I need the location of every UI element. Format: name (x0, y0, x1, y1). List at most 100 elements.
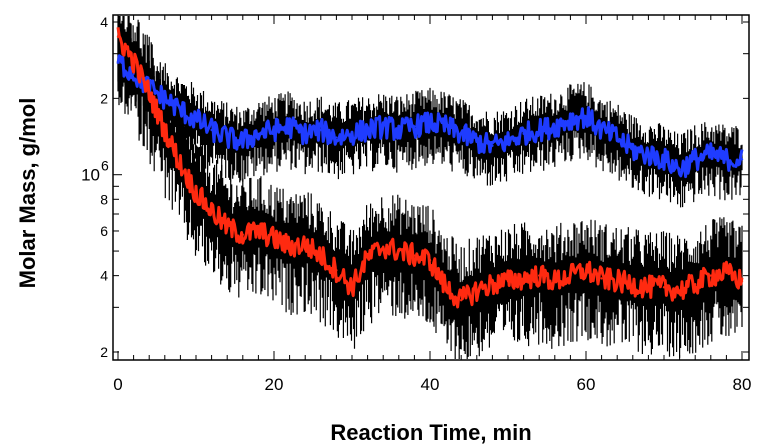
data-point (413, 125, 416, 128)
data-point (148, 91, 151, 95)
data-point (506, 280, 510, 283)
x-tick-label: 40 (421, 375, 440, 394)
data-point (538, 128, 541, 132)
data-point (272, 128, 276, 132)
x-tick-label: 80 (733, 375, 752, 394)
data-point (366, 128, 369, 132)
data-point (460, 299, 463, 302)
data-point (647, 153, 650, 156)
noise-layer (117, 16, 743, 359)
y-tick-label: 8 (100, 191, 108, 207)
series-line (116, 27, 744, 309)
y-tick-label-exponent: 6 (101, 158, 109, 174)
data-point (397, 249, 400, 253)
data-point (257, 132, 260, 135)
x-tick-label: 20 (265, 375, 284, 394)
series-line (116, 54, 744, 179)
y-tick-label: 2 (100, 344, 108, 360)
data-point (491, 144, 494, 147)
x-tick-labels: 0 20 40 60 80 (113, 375, 751, 394)
data-point (522, 277, 525, 280)
data-point (662, 286, 666, 289)
series-layer (116, 27, 744, 309)
data-point (304, 132, 307, 135)
data-point (382, 245, 385, 248)
data-point (709, 153, 712, 156)
data-point (397, 128, 400, 132)
data-point (616, 136, 619, 139)
data-point (350, 286, 354, 289)
data-point (366, 256, 369, 260)
data-point (475, 289, 478, 292)
data-point (491, 283, 494, 286)
data-point (350, 132, 354, 135)
x-tick-label: 0 (113, 375, 122, 394)
data-point (506, 140, 510, 143)
data-point (194, 191, 198, 194)
plot-frame (112, 14, 750, 361)
y-tick-label: 10 (81, 166, 100, 185)
data-point (600, 277, 603, 280)
data-point (257, 229, 260, 233)
data-point (288, 245, 291, 248)
data-point (179, 108, 182, 112)
data-point (288, 125, 291, 128)
data-point (475, 140, 478, 143)
data-point (428, 121, 432, 125)
data-point (304, 243, 307, 246)
data-point (319, 128, 322, 132)
data-point (210, 128, 213, 132)
plot-area (112, 14, 750, 361)
data-point (694, 158, 697, 161)
data-point (740, 280, 744, 283)
data-point (428, 259, 432, 262)
data-point (600, 128, 603, 132)
x-axis-title: Reaction Time, min (330, 420, 531, 445)
data-point (226, 226, 229, 229)
data-point (382, 125, 385, 128)
data-point (210, 209, 213, 213)
series-noise-band (117, 16, 743, 359)
data-point (725, 271, 728, 275)
data-point (163, 97, 166, 100)
data-point (694, 283, 697, 286)
y-tick-label: 4 (100, 268, 108, 284)
data-point (584, 115, 588, 118)
data-point (460, 132, 463, 135)
data-point (335, 136, 338, 139)
y-tick-label: 2 (100, 90, 108, 106)
data-point (584, 269, 588, 272)
data-point (226, 136, 229, 139)
data-point (444, 125, 447, 128)
data-point (116, 35, 120, 38)
data-point (553, 280, 556, 283)
data-point (319, 254, 322, 257)
data-point (444, 286, 447, 289)
data-point (616, 280, 619, 283)
data-point (647, 286, 650, 289)
data-point (678, 168, 681, 171)
data-point (631, 283, 634, 286)
data-point (116, 60, 120, 63)
data-point (553, 125, 556, 128)
data-point (709, 274, 712, 277)
data-point (241, 140, 244, 143)
data-point (569, 118, 572, 121)
data-point (179, 163, 182, 166)
data-point (538, 274, 541, 277)
data-point (662, 158, 666, 161)
data-point (569, 274, 572, 277)
x-tick-label: 60 (577, 375, 596, 394)
data-point (163, 128, 166, 132)
y-tick-label: 4 (100, 14, 108, 30)
data-point (740, 158, 744, 161)
y-tick-label: 6 (100, 223, 108, 239)
data-point (335, 269, 338, 272)
y-axis-title: Molar Mass, g/mol (15, 98, 40, 289)
ticks-layer (113, 15, 749, 360)
data-point (132, 60, 135, 63)
data-point (413, 254, 416, 257)
data-point (631, 148, 634, 152)
